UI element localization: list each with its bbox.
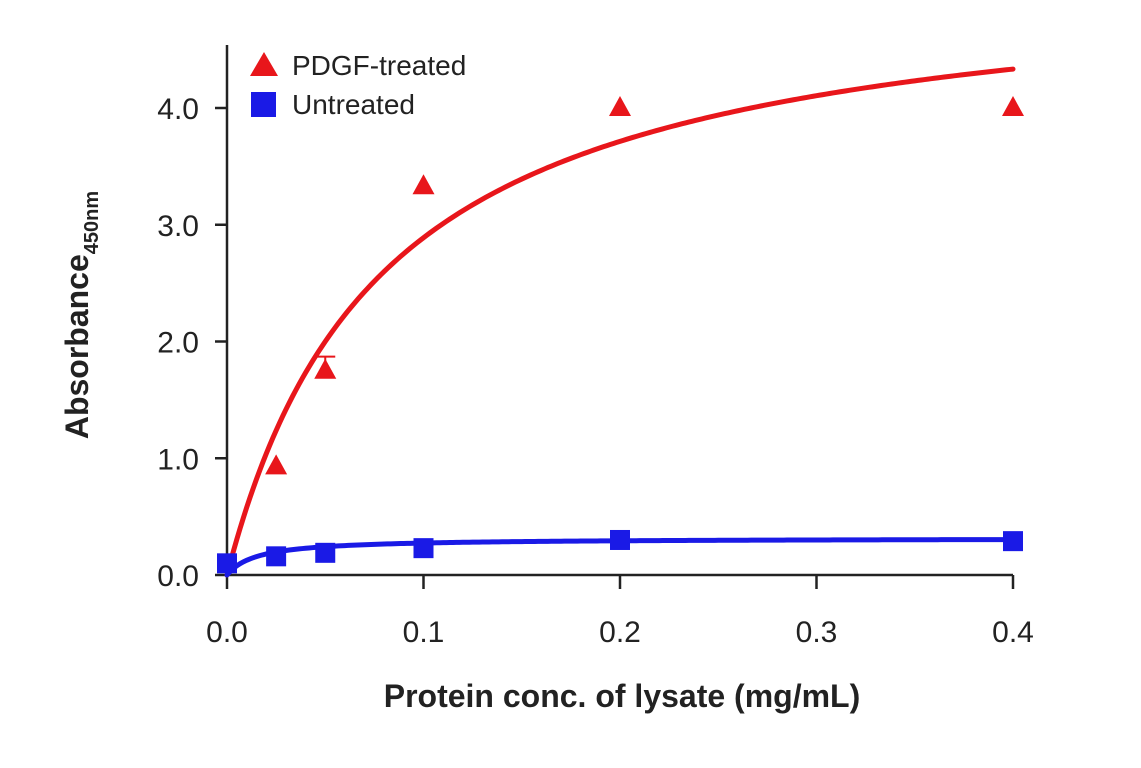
fit-curves bbox=[224, 66, 1016, 578]
fit-curve-pdgf-treated bbox=[224, 66, 1016, 578]
x-tick-label: 0.0 bbox=[206, 616, 248, 649]
legend: PDGF-treated Untreated bbox=[250, 50, 466, 120]
x-ticks: 0.0 0.1 0.2 0.3 0.4 bbox=[206, 575, 1034, 649]
y-ticks: 0.0 1.0 2.0 3.0 4.0 bbox=[157, 93, 227, 593]
y-tick-label: 0.0 bbox=[157, 560, 199, 593]
y-axis-title-subscript: 450nm bbox=[81, 191, 103, 254]
y-axis-title: Absorbance450nm bbox=[59, 191, 103, 439]
data-point-untreated bbox=[1003, 531, 1023, 552]
data-point-untreated bbox=[315, 542, 336, 563]
data-point-untreated bbox=[610, 529, 630, 550]
data-point-pdgf-treated bbox=[412, 174, 435, 195]
x-tick-label: 0.4 bbox=[992, 616, 1034, 649]
y-tick-label: 3.0 bbox=[157, 210, 199, 243]
x-tick-label: 0.3 bbox=[796, 616, 838, 649]
data-point-untreated bbox=[266, 546, 287, 567]
legend-label-untreated: Untreated bbox=[292, 89, 415, 120]
y-tick-label: 2.0 bbox=[157, 327, 199, 360]
x-tick-label: 0.1 bbox=[403, 616, 445, 649]
data-point-untreated bbox=[217, 553, 237, 574]
y-tick-label: 4.0 bbox=[157, 93, 199, 126]
legend-marker-square bbox=[251, 92, 276, 117]
data-point-pdgf-treated bbox=[609, 96, 631, 116]
y-tick-label: 1.0 bbox=[157, 443, 199, 476]
axes bbox=[225, 45, 1013, 577]
data-point-pdgf-treated bbox=[1002, 96, 1024, 116]
data-point-untreated bbox=[413, 538, 434, 559]
x-axis-title: Protein conc. of lysate (mg/mL) bbox=[384, 678, 861, 714]
data-point-pdgf-treated bbox=[265, 454, 288, 475]
x-tick-label: 0.2 bbox=[599, 616, 641, 649]
data-point-pdgf-treated bbox=[314, 358, 337, 379]
legend-label-pdgf-treated: PDGF-treated bbox=[292, 50, 466, 81]
data-points bbox=[217, 96, 1024, 574]
legend-marker-triangle bbox=[250, 52, 278, 76]
y-axis-title-main: Absorbance bbox=[59, 254, 95, 439]
